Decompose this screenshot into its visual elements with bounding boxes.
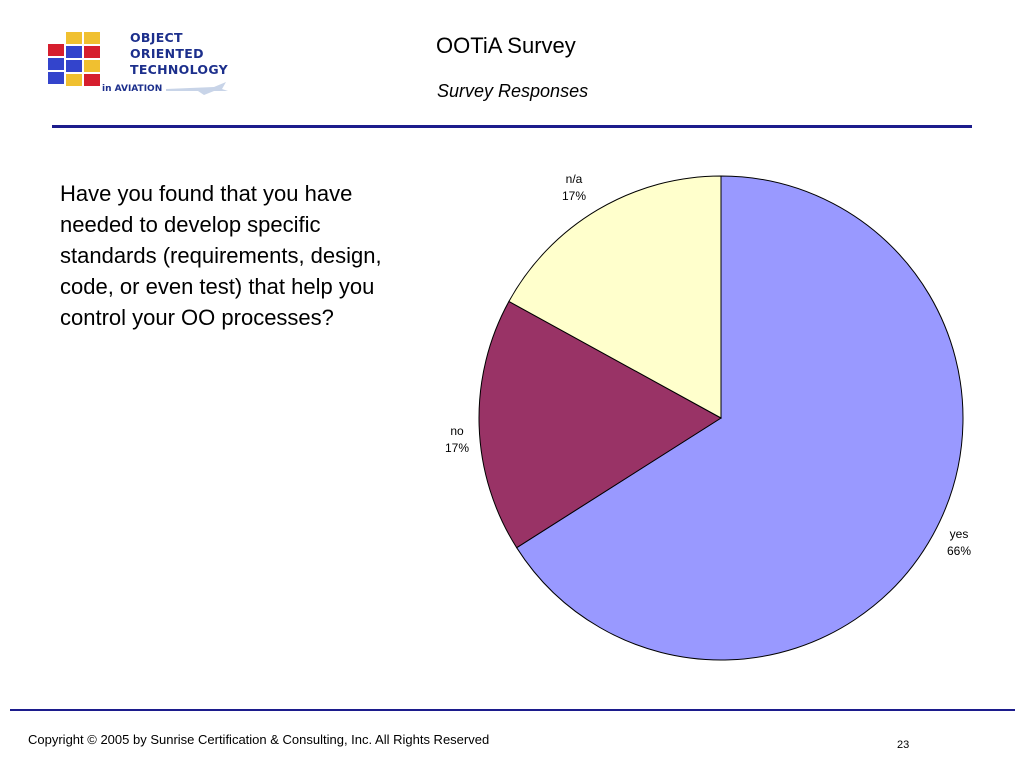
footer-divider [10, 709, 1015, 711]
slice-percent-na: 17% [562, 189, 586, 203]
lego-bricks-icon [48, 32, 100, 86]
logo: OBJECT ORIENTED TECHNOLOGY in AVIATION [46, 28, 232, 100]
slice-percent-yes: 66% [947, 544, 971, 558]
logo-line: OBJECT [130, 30, 183, 45]
slice-label-no: no [450, 424, 464, 438]
logo-subtitle: in AVIATION [102, 84, 163, 94]
airplane-icon [166, 82, 228, 95]
header-divider [52, 125, 972, 128]
page-subtitle: Survey Responses [437, 81, 589, 101]
pie-slice-no [478, 300, 722, 549]
slice-label-na: n/a [566, 172, 583, 186]
pie-slice-yes [515, 175, 964, 661]
pie-chart: yes 66% no 17% n/a 17% [445, 172, 971, 661]
copyright-text: Copyright © 2005 by Sunrise Certificatio… [28, 732, 490, 747]
slice-percent-no: 17% [445, 441, 469, 455]
survey-question: Have you found that you have needed to d… [60, 181, 382, 330]
page-number: 23 [897, 739, 910, 751]
pie-slice-na [508, 175, 722, 419]
logo-line: TECHNOLOGY [130, 62, 228, 77]
page-title: OOTiA Survey [436, 33, 576, 58]
logo-text: OBJECT ORIENTED TECHNOLOGY [130, 30, 228, 78]
slice-label-yes: yes [950, 527, 969, 541]
logo-line: ORIENTED [130, 46, 204, 61]
